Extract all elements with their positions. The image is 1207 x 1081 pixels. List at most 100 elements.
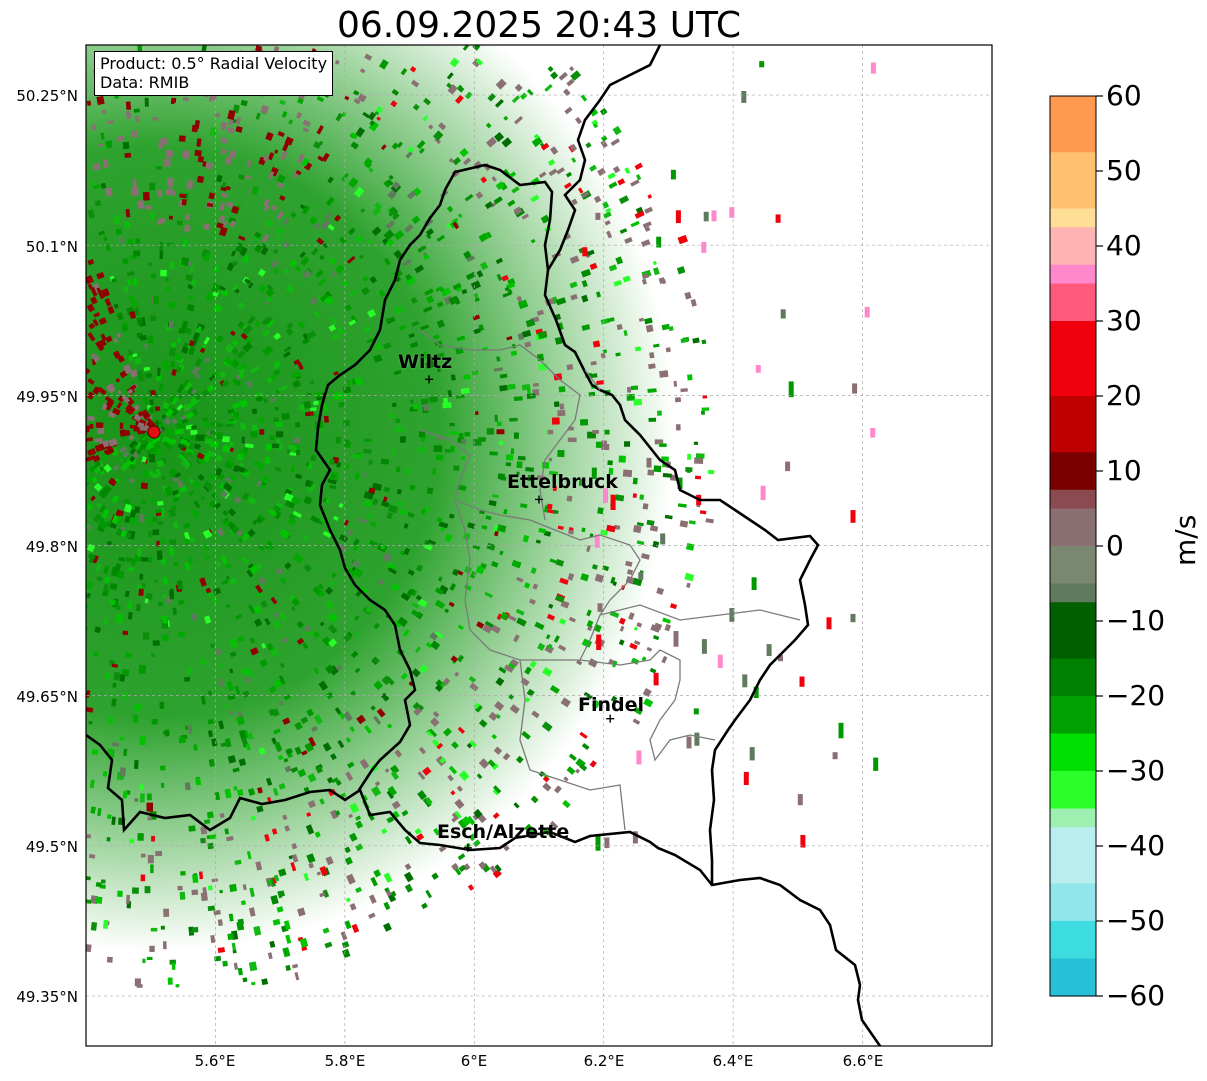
echo-pixel (701, 407, 710, 411)
echo-pixel (174, 353, 183, 361)
echo-pixel (453, 465, 460, 471)
echo-pixel (128, 517, 136, 526)
echo-pixel (118, 556, 126, 562)
echo-pixel (193, 500, 201, 509)
echo-pixel (260, 246, 269, 256)
echo-pixel (549, 470, 559, 476)
echo-pixel (676, 424, 681, 431)
colorbar-tick-neg50: −50 (1106, 904, 1166, 937)
echo-pixel (134, 115, 139, 122)
echo-pixel (392, 402, 397, 408)
city-marker (606, 714, 615, 723)
echo-pixel (559, 618, 567, 625)
echo-pixel (480, 176, 488, 184)
echo-pixel (133, 506, 141, 514)
echo-pixel (116, 312, 124, 321)
echo-pixel (641, 278, 647, 285)
echo-pixel (240, 99, 248, 107)
echo-pixel (540, 214, 550, 224)
echo-pixel (633, 626, 638, 631)
echo-pixel (405, 151, 413, 159)
echo-pixel (370, 705, 376, 711)
echo-pixel (530, 567, 537, 575)
echo-pixel (335, 664, 343, 672)
echo-pixel (632, 493, 637, 498)
echo-pixel (355, 815, 362, 821)
echo-pixel (133, 413, 142, 422)
echo-pixel (540, 142, 550, 151)
echo-pixel (237, 711, 243, 718)
echo-pixel (363, 438, 372, 443)
echo-pixel (225, 603, 231, 609)
echo-pixel (325, 691, 334, 700)
echo-pixel (632, 718, 641, 725)
echo-pixel (258, 284, 267, 293)
echo-pixel (104, 298, 112, 307)
echo-pixel (138, 513, 145, 523)
echo-pixel (653, 622, 663, 631)
echo-pixel (502, 752, 511, 761)
echo-pixel (103, 617, 109, 626)
echo-pixel (269, 647, 280, 658)
echo-pixel (416, 564, 423, 572)
echo-pixel (466, 255, 476, 263)
echo-pixel (250, 431, 258, 438)
echo-pixel (102, 591, 108, 597)
echo-pixel (346, 873, 356, 885)
echo-pixel (595, 291, 602, 298)
echo-pixel (94, 200, 102, 207)
echo-pixel (523, 582, 531, 589)
echo-pixel (411, 668, 421, 678)
echo-pixel (348, 832, 358, 842)
echo-pixel (492, 869, 502, 879)
echo-pixel (267, 544, 273, 551)
echo-pixel (569, 143, 578, 152)
echo-pixel (262, 329, 271, 338)
lon-label-5-6: 5.6°E (194, 1052, 236, 1070)
echo-pixel (301, 205, 311, 215)
echo-pixel (687, 453, 692, 460)
echo-pixel (354, 472, 360, 481)
echo-pixel (652, 540, 660, 548)
echo-pixel (213, 909, 221, 916)
echo-pixel (227, 933, 235, 941)
echo-pixel (338, 236, 347, 244)
echo-pixel (430, 717, 440, 727)
echo-pixel (224, 460, 234, 470)
echo-pixel (456, 785, 463, 792)
echo-pixel (164, 486, 174, 497)
echo-pixel (233, 496, 242, 504)
echo-pixel (276, 210, 285, 220)
belgium-luxembourg-border (314, 163, 601, 791)
echo-pixel (524, 666, 532, 675)
echo-pixel (759, 61, 765, 68)
echo-pixel (195, 777, 202, 786)
echo-pixel (129, 311, 136, 319)
echo-pixel (313, 631, 321, 639)
echo-pixel (95, 882, 102, 888)
echo-pixel (479, 261, 489, 271)
echo-pixel (180, 438, 189, 445)
echo-pixel (266, 297, 272, 303)
echo-pixel (257, 514, 266, 522)
echo-pixel (133, 307, 140, 316)
echo-pixel (778, 654, 783, 662)
echo-pixel (202, 416, 209, 423)
echo-pixel (383, 872, 393, 883)
echo-pixel (551, 417, 560, 425)
echo-pixel (435, 286, 443, 292)
echo-pixel (271, 204, 278, 211)
echo-pixel (579, 731, 588, 739)
echo-pixel (282, 947, 291, 958)
echo-pixel (323, 404, 328, 412)
echo-pixel (90, 495, 96, 502)
echo-pixel (564, 182, 572, 189)
echo-pixel (142, 632, 150, 640)
echo-pixel (618, 455, 626, 463)
echo-pixel (309, 480, 314, 486)
echo-pixel (272, 787, 279, 796)
echo-pixel (87, 454, 96, 462)
echo-pixel (387, 504, 399, 514)
echo-pixel (425, 228, 435, 236)
echo-pixel (495, 677, 505, 687)
